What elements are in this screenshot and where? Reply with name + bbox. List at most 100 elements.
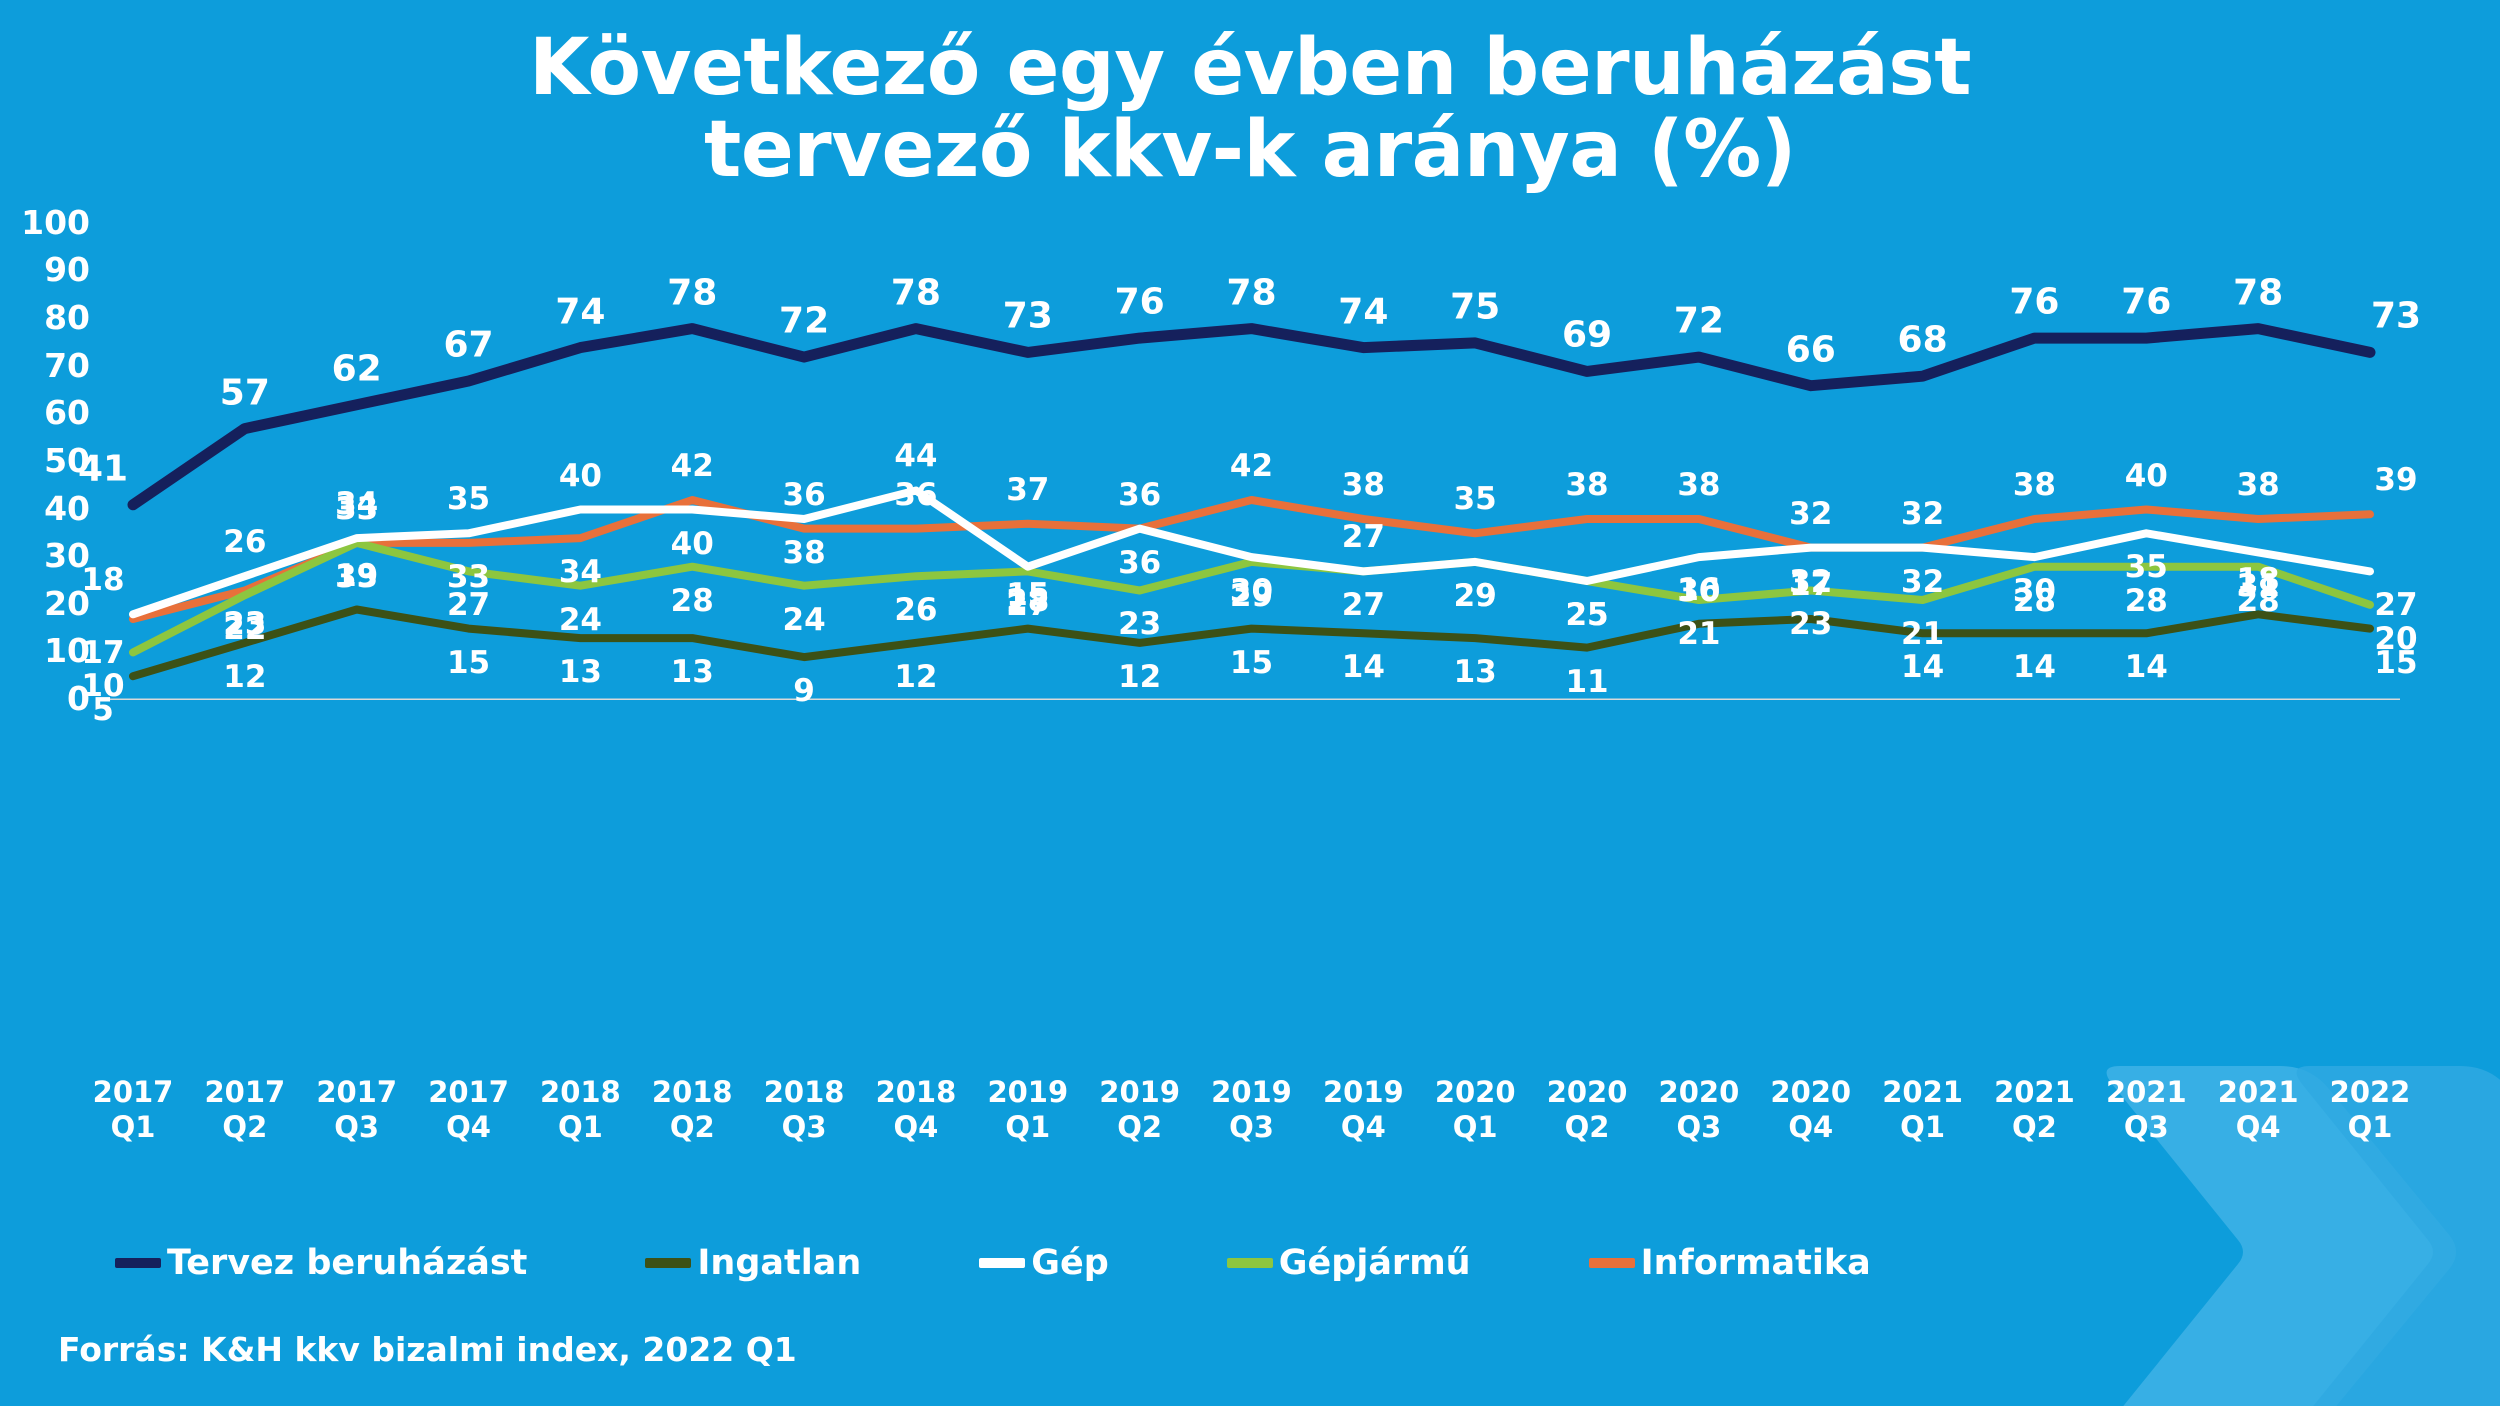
legend-item-tervez-beruh-z-st[interactable]: Tervez beruházást — [115, 1243, 527, 1283]
data-label: 27 — [446, 587, 491, 624]
data-label: 78 — [890, 272, 941, 314]
data-label: 38 — [2236, 467, 2280, 504]
legend-swatch-icon — [1226, 1258, 1273, 1268]
data-label: 78 — [1226, 272, 1277, 314]
y-tick-50: 50 — [44, 440, 90, 480]
data-label: 44 — [894, 438, 938, 475]
data-label: 32 — [1789, 563, 1833, 600]
data-label: 15 — [2374, 644, 2418, 681]
data-label: 28 — [2236, 582, 2280, 619]
legend-item-informatika[interactable]: Informatika — [1588, 1243, 1871, 1283]
data-label: 17 — [1789, 567, 1833, 604]
series-line-g-pj-rm- — [129, 538, 2374, 657]
data-label: 34 — [335, 486, 379, 523]
data-label: 12 — [1118, 658, 1162, 695]
data-label: 75 — [1450, 286, 1501, 328]
data-label: 35 — [1453, 481, 1497, 518]
data-label: 67 — [443, 324, 494, 366]
data-label: 26 — [223, 524, 267, 561]
data-label: 32 — [1901, 495, 1945, 532]
data-label: 40 — [2124, 457, 2168, 494]
data-label: 31 — [2236, 568, 2280, 605]
data-label: 10 — [81, 668, 125, 705]
y-tick-60: 60 — [44, 393, 90, 433]
data-label: 23 — [1118, 606, 1162, 643]
x-tick-label: 2021 Q1 — [1882, 1075, 1963, 1145]
data-label: 72 — [1673, 300, 1724, 342]
y-tick-10: 10 — [44, 631, 90, 671]
chart-legend: Tervez beruházást Ingatlan Gép Gépjármű Info… — [115, 1243, 1989, 1283]
data-label: 26 — [894, 592, 938, 629]
legend-item-g-pj-rm-[interactable]: Gépjármű — [1226, 1243, 1471, 1283]
data-label: 36 — [782, 476, 826, 513]
data-label: 11 — [1565, 663, 1609, 700]
data-label: 69 — [1561, 314, 1613, 356]
y-tick-40: 40 — [44, 488, 90, 528]
data-label: 24 — [558, 601, 602, 638]
data-label: 78 — [667, 272, 718, 314]
legend-swatch-icon — [645, 1258, 692, 1268]
data-label: 78 — [2233, 272, 2284, 314]
x-tick-label: 2020 Q2 — [1546, 1075, 1628, 1145]
data-label: 40 — [558, 457, 602, 494]
legend-item-g-p[interactable]: Gép — [979, 1243, 1109, 1283]
data-label: 28 — [2012, 582, 2057, 619]
data-label: 28 — [2124, 582, 2168, 619]
y-tick-80: 80 — [44, 298, 90, 338]
data-label: 38 — [1565, 467, 1609, 504]
data-label: 23 — [1789, 606, 1833, 643]
data-label: 14 — [2124, 649, 2168, 686]
data-label: 76 — [2009, 281, 2060, 323]
y-tick-30: 30 — [44, 536, 90, 576]
data-label: 13 — [558, 654, 602, 691]
data-label: 42 — [1229, 448, 1274, 484]
x-axis-labels: 2017 Q1 2017 Q2 2017 Q3 2017 Q4 2018 Q1 2018 … — [0, 1075, 2500, 1170]
data-label: 22 — [223, 611, 267, 648]
data-label: 25 — [1565, 596, 1609, 633]
data-label: 21 — [1677, 616, 1721, 652]
y-tick-70: 70 — [44, 345, 90, 385]
data-label: 35 — [446, 481, 491, 518]
x-tick-label: 2018 Q2 — [651, 1075, 733, 1145]
x-tick-label: 2018 Q4 — [875, 1075, 957, 1145]
data-label: 18 — [2236, 562, 2280, 599]
data-label: 74 — [555, 291, 606, 333]
data-label: 66 — [1785, 329, 1836, 371]
data-label: 73 — [1002, 295, 1053, 337]
series-line-tervez-beruh-z-st — [127, 323, 2376, 511]
data-label: 29 — [1229, 577, 1274, 614]
data-label: 27 — [1006, 587, 1050, 624]
data-label: 18 — [81, 562, 125, 599]
x-tick-label: 2018 Q1 — [540, 1075, 621, 1145]
data-label: 13 — [670, 654, 714, 691]
y-tick-20: 20 — [44, 583, 90, 623]
data-label: 68 — [1897, 319, 1948, 361]
x-tick-label: 2017 Q4 — [428, 1075, 509, 1145]
legend-swatch-icon — [979, 1258, 1026, 1268]
data-label: 27 — [1341, 587, 1385, 624]
data-label: 72 — [779, 300, 830, 342]
data-label: 20 — [2374, 620, 2418, 657]
data-label: 32 — [1789, 495, 1833, 532]
data-label: 38 — [782, 535, 826, 572]
data-label: 15 — [446, 644, 491, 681]
x-tick-label: 2018 Q3 — [763, 1075, 845, 1145]
legend-label: Tervez beruházást — [167, 1243, 528, 1283]
data-label: 12 — [894, 658, 938, 695]
data-label: 14 — [1901, 649, 1945, 686]
data-label: 34 — [558, 554, 602, 591]
data-label: 30 — [1229, 573, 1274, 610]
data-label: 14 — [1341, 649, 1385, 686]
data-label: 21 — [1901, 616, 1945, 652]
legend-item-ingatlan[interactable]: Ingatlan — [645, 1243, 861, 1283]
data-label: 32 — [1901, 563, 1945, 600]
data-label: 33 — [335, 558, 379, 595]
data-label: 39 — [2374, 462, 2418, 499]
data-label: 28 — [1006, 582, 1050, 619]
data-label: 36 — [1118, 476, 1162, 513]
data-label: 17 — [81, 635, 125, 672]
data-label: 16 — [1677, 571, 1721, 608]
data-label: 12 — [223, 658, 267, 695]
data-label: 41 — [77, 448, 129, 490]
